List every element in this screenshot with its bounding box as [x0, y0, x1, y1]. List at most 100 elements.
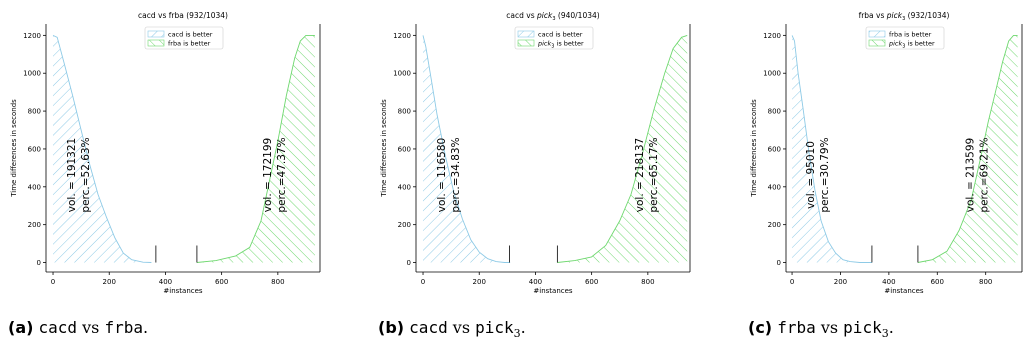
x-tick-label: 600 — [215, 278, 228, 286]
y-axis-label: Time differences in seconds — [380, 99, 388, 198]
x-tick-label: 400 — [882, 278, 895, 286]
legend-box — [865, 26, 945, 50]
x-axis-label: #instances — [163, 287, 203, 295]
y-tick-label: 800 — [768, 108, 781, 116]
caption-subscript: 3 — [881, 327, 889, 341]
x-tick-label: 200 — [473, 278, 486, 286]
chart-panel-1: cacd vs frba (932/1034) 0 200 400 600 800 1000… — [10, 11, 321, 295]
annotation-left-vol: vol. = 191321 — [66, 138, 78, 212]
chart-panel-3: frba vs pick3 (932/1034) 0 200 400 600 800 100… — [750, 11, 1023, 295]
annotation-right-perc: perc.=47.37% — [276, 137, 288, 212]
x-tick-label: 600 — [931, 278, 944, 286]
y-tick-label: 400 — [398, 183, 411, 191]
area-outline-2 — [917, 34, 1018, 263]
area-series-2 — [917, 35, 1018, 263]
y-tick-label: 0 — [777, 259, 781, 267]
legend-swatch — [868, 39, 886, 47]
legend-label: cacd is better — [168, 31, 213, 39]
y-tick-label: 1000 — [393, 70, 411, 78]
caption-method-a: cacd — [38, 318, 78, 337]
x-axis-label: #instances — [533, 287, 573, 295]
caption-method-a: frba — [777, 318, 816, 337]
legend-box — [144, 26, 224, 50]
x-tick-label: 800 — [979, 278, 992, 286]
y-tick-label: 600 — [28, 145, 41, 153]
caption-method-a: cacd — [409, 318, 448, 337]
y-tick-label: 200 — [28, 221, 41, 229]
caption-vs: vs — [452, 318, 471, 337]
area-outline-1 — [422, 35, 511, 263]
y-tick-label: 1000 — [763, 70, 781, 78]
figure: cacd vs frba (932/1034) 0 200 400 600 800 1000… — [10, 11, 1023, 295]
caption-a: (a) cacd vs frba. — [8, 318, 148, 340]
legend-swatch — [517, 30, 535, 38]
chart-title: cacd vs pick3 (940/1034) — [506, 11, 599, 22]
caption-end: . — [143, 318, 149, 337]
area-outline-1 — [52, 34, 152, 263]
x-tick-label: 0 — [421, 278, 425, 286]
caption-label: (c) — [748, 318, 773, 337]
x-tick-label: 800 — [271, 278, 284, 286]
y-tick-label: 1200 — [763, 32, 781, 40]
legend-label: cacd is better — [538, 31, 583, 39]
caption-method-b: frba — [104, 318, 144, 337]
legend-label: frba is better — [889, 31, 932, 39]
legend-box — [514, 26, 594, 50]
caption-method-b: pick — [843, 318, 882, 337]
caption-end: . — [888, 318, 894, 337]
legend-label: pick3 is better — [537, 40, 584, 50]
x-tick-label: 400 — [159, 278, 172, 286]
legend-swatch — [517, 39, 535, 47]
area-outline-1 — [791, 35, 872, 263]
area-outline-2 — [196, 34, 315, 263]
legend-label: frba is better — [168, 40, 211, 48]
area-series-1 — [423, 35, 511, 263]
y-tick-label: 800 — [398, 108, 411, 116]
y-tick-label: 600 — [768, 145, 781, 153]
y-tick-label: 800 — [28, 108, 41, 116]
x-tick-label: 400 — [529, 278, 542, 286]
annotation-left-vol: vol. = 116580 — [436, 138, 448, 212]
caption-subscript: 3 — [513, 327, 521, 341]
caption-end: . — [520, 318, 526, 337]
annotation-left-perc: perc.=34.83% — [450, 137, 462, 212]
annotation-left-perc: perc.=30.79% — [819, 137, 831, 212]
x-tick-label: 0 — [51, 278, 55, 286]
y-tick-label: 0 — [37, 259, 41, 267]
y-tick-label: 0 — [407, 259, 411, 267]
caption-label: (b) — [378, 318, 405, 337]
caption-label: (a) — [8, 318, 34, 337]
caption-c: (c) frba vs pick3. — [748, 318, 894, 340]
area-series-2 — [557, 35, 688, 263]
annotation-right-vol: vol. = 213599 — [965, 138, 977, 212]
y-tick-label: 1000 — [23, 70, 41, 78]
legend-swatch — [147, 39, 165, 47]
y-axis-label: Time differences in seconds — [750, 99, 758, 198]
caption-method-b: pick — [475, 318, 514, 337]
chart-title: frba vs pick3 (932/1034) — [859, 11, 950, 22]
x-tick-label: 200 — [103, 278, 116, 286]
x-tick-label: 600 — [585, 278, 598, 286]
y-axis-label: Time differences in seconds — [10, 99, 18, 198]
y-tick-label: 400 — [28, 183, 41, 191]
y-tick-label: 200 — [398, 221, 411, 229]
caption-vs: vs — [82, 318, 100, 337]
annotation-right-perc: perc.=69.21% — [979, 137, 991, 212]
x-tick-label: 200 — [834, 278, 847, 286]
caption-b: (b) cacd vs pick3. — [378, 318, 526, 340]
legend-swatch — [868, 30, 886, 38]
area-series-2 — [196, 35, 315, 263]
area-outline-2 — [557, 34, 688, 263]
annotation-left-perc: perc.=52.63% — [80, 137, 92, 212]
x-axis-label: #instances — [884, 287, 924, 295]
annotation-left-vol: vol. = 95010 — [805, 141, 817, 209]
x-tick-label: 0 — [790, 278, 794, 286]
y-tick-label: 200 — [768, 221, 781, 229]
chart-title: cacd vs frba (932/1034) — [138, 11, 228, 20]
area-series-1 — [792, 35, 872, 263]
annotation-right-perc: perc.=65.17% — [648, 137, 660, 212]
annotation-right-vol: vol. = 218137 — [634, 138, 646, 212]
chart-panel-2: cacd vs pick3 (940/1034) 0 200 400 600 800 100… — [380, 11, 691, 295]
x-tick-label: 800 — [641, 278, 654, 286]
legend-swatch — [147, 30, 165, 38]
